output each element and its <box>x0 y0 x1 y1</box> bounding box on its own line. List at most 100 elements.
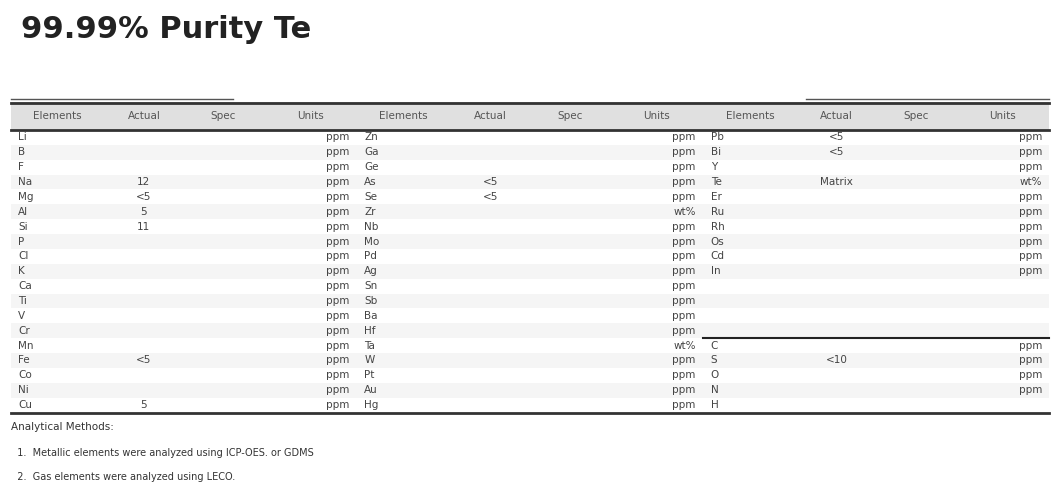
Text: ppm: ppm <box>672 252 695 262</box>
Text: Al: Al <box>18 207 29 217</box>
Text: Au: Au <box>365 385 378 395</box>
Text: 2.  Gas elements were analyzed using LECO.: 2. Gas elements were analyzed using LECO… <box>11 472 235 482</box>
Bar <box>11 160 1049 174</box>
Text: Ti: Ti <box>18 296 26 306</box>
Text: Co: Co <box>18 370 32 380</box>
Text: Cr: Cr <box>18 326 30 336</box>
Text: F: F <box>18 162 24 172</box>
Text: ppm: ppm <box>1019 132 1042 142</box>
Text: Mg: Mg <box>18 192 34 202</box>
Text: Units: Units <box>297 112 323 121</box>
Text: Si: Si <box>18 222 28 232</box>
Text: Elements: Elements <box>379 112 428 121</box>
Text: Actual: Actual <box>127 112 160 121</box>
Text: ppm: ppm <box>672 296 695 306</box>
Text: wt%: wt% <box>673 340 695 350</box>
Text: ppm: ppm <box>672 236 695 246</box>
Text: Os: Os <box>710 236 724 246</box>
Text: ppm: ppm <box>672 281 695 291</box>
Text: Cu: Cu <box>18 400 32 410</box>
Text: Hf: Hf <box>365 326 376 336</box>
Text: ppm: ppm <box>672 356 695 366</box>
Text: ppm: ppm <box>326 207 350 217</box>
Text: wt%: wt% <box>673 207 695 217</box>
Text: ppm: ppm <box>326 222 350 232</box>
Text: W: W <box>365 356 374 366</box>
Text: Pb: Pb <box>710 132 724 142</box>
Text: ppm: ppm <box>326 162 350 172</box>
Text: H: H <box>710 400 719 410</box>
Text: Zn: Zn <box>365 132 378 142</box>
Text: ppm: ppm <box>326 192 350 202</box>
Text: S: S <box>710 356 718 366</box>
Text: ppm: ppm <box>326 400 350 410</box>
Text: ppm: ppm <box>326 326 350 336</box>
Text: <5: <5 <box>829 148 844 158</box>
Text: Matrix: Matrix <box>820 177 853 187</box>
Text: K: K <box>18 266 24 276</box>
Text: ppm: ppm <box>326 281 350 291</box>
Text: Nb: Nb <box>365 222 378 232</box>
Text: <5: <5 <box>829 132 844 142</box>
Text: Analytical Methods:: Analytical Methods: <box>11 422 113 432</box>
Text: Actual: Actual <box>474 112 507 121</box>
Bar <box>11 368 1049 383</box>
Text: Ag: Ag <box>365 266 378 276</box>
Text: ppm: ppm <box>326 266 350 276</box>
Text: ppm: ppm <box>326 311 350 321</box>
Text: ppm: ppm <box>672 148 695 158</box>
Text: Cl: Cl <box>18 252 29 262</box>
Text: ppm: ppm <box>672 222 695 232</box>
Text: ppm: ppm <box>326 148 350 158</box>
Text: <5: <5 <box>482 177 498 187</box>
Text: 5: 5 <box>141 207 147 217</box>
Text: 1.  Metallic elements were analyzed using ICP-OES. or GDMS: 1. Metallic elements were analyzed using… <box>11 448 314 458</box>
Bar <box>11 308 1049 324</box>
Text: Cd: Cd <box>710 252 725 262</box>
Text: <5: <5 <box>482 192 498 202</box>
Text: Fe: Fe <box>18 356 30 366</box>
Bar <box>11 264 1049 278</box>
Text: C: C <box>710 340 718 350</box>
Text: ppm: ppm <box>672 266 695 276</box>
Text: Pt: Pt <box>365 370 375 380</box>
Text: Bi: Bi <box>710 148 721 158</box>
Text: ppm: ppm <box>326 370 350 380</box>
Text: ppm: ppm <box>326 296 350 306</box>
Text: <5: <5 <box>137 356 152 366</box>
Text: Units: Units <box>989 112 1017 121</box>
Bar <box>11 234 1049 249</box>
Text: ppm: ppm <box>326 132 350 142</box>
Text: Ru: Ru <box>710 207 724 217</box>
Text: Ta: Ta <box>365 340 375 350</box>
Text: O: O <box>710 370 719 380</box>
Text: ppm: ppm <box>326 236 350 246</box>
Text: wt%: wt% <box>1020 177 1042 187</box>
Text: Spec: Spec <box>903 112 929 121</box>
Text: ppm: ppm <box>1019 192 1042 202</box>
Bar <box>11 249 1049 264</box>
Text: ppm: ppm <box>326 177 350 187</box>
Bar <box>11 294 1049 308</box>
Bar <box>11 353 1049 368</box>
Text: In: In <box>710 266 720 276</box>
Bar <box>11 190 1049 204</box>
Text: Na: Na <box>18 177 32 187</box>
Text: Ga: Ga <box>365 148 378 158</box>
Text: Zr: Zr <box>365 207 376 217</box>
Text: <10: <10 <box>826 356 847 366</box>
Bar <box>11 102 1049 130</box>
Bar <box>11 324 1049 338</box>
Text: ppm: ppm <box>672 326 695 336</box>
Text: ppm: ppm <box>1019 148 1042 158</box>
Text: Mo: Mo <box>365 236 379 246</box>
Text: ppm: ppm <box>326 385 350 395</box>
Text: Elements: Elements <box>725 112 774 121</box>
Text: V: V <box>18 311 25 321</box>
Text: Se: Se <box>365 192 377 202</box>
Text: ppm: ppm <box>326 340 350 350</box>
Text: ppm: ppm <box>326 356 350 366</box>
Bar <box>11 174 1049 190</box>
Text: Spec: Spec <box>558 112 583 121</box>
Text: ppm: ppm <box>672 400 695 410</box>
